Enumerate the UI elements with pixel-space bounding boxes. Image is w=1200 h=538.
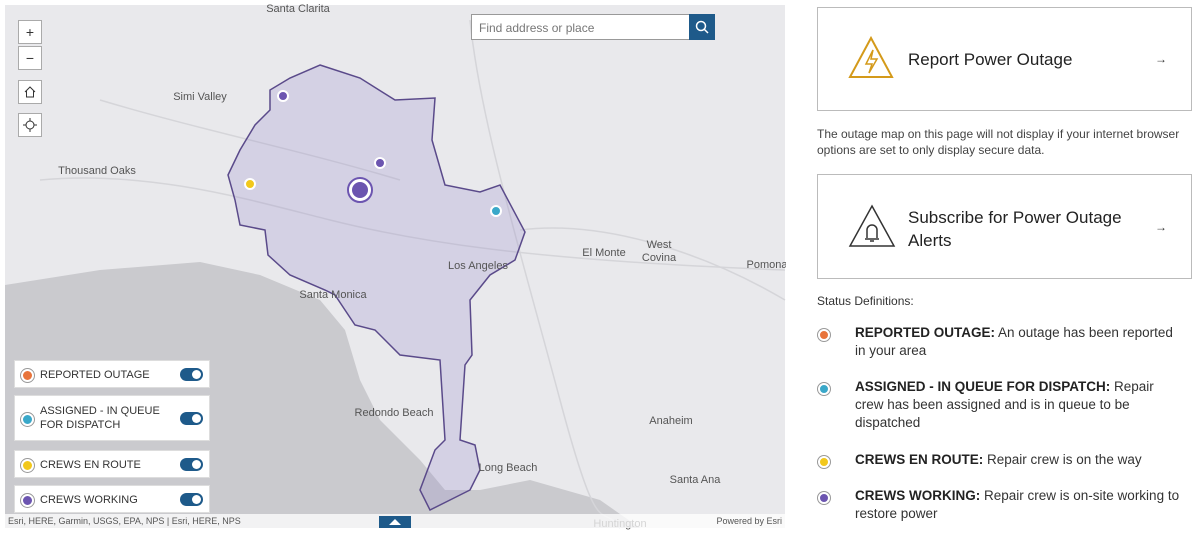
place-label: Thousand Oaks xyxy=(58,165,136,177)
place-label: Los Angeles xyxy=(448,260,508,272)
place-label: Santa Clarita xyxy=(266,3,330,15)
legend-dot xyxy=(21,413,34,426)
definition-text: Repair crew is on-site working to restor… xyxy=(855,488,1180,521)
legend-label: CREWS EN ROUTE xyxy=(40,459,141,471)
subscribe-arrow: → xyxy=(1155,220,1167,234)
legend-item[interactable]: CREWS EN ROUTE xyxy=(14,450,210,478)
definition-text: Repair crew is on the way xyxy=(987,452,1142,467)
definition-text: An outage has been reported in your area xyxy=(855,325,1173,358)
toggle[interactable] xyxy=(180,368,203,381)
place-label: Santa Monica xyxy=(299,289,367,301)
definition: CREWS EN ROUTE: Repair crew is on the wa… xyxy=(855,451,1185,469)
toggle[interactable] xyxy=(180,493,203,506)
status-heading: Status Definitions: xyxy=(817,294,914,308)
definition-text: Repair crew has been assigned and is in … xyxy=(855,379,1154,430)
home-button[interactable] xyxy=(18,80,42,104)
zoom-out[interactable]: − xyxy=(18,46,42,70)
zoom-in[interactable]: + xyxy=(18,20,42,44)
place-label: Anaheim xyxy=(649,415,692,427)
place-label: West xyxy=(647,239,672,251)
report-arrow: → xyxy=(1155,52,1167,66)
report-title: Report Power Outage xyxy=(908,50,1073,69)
legend-dot xyxy=(21,494,34,507)
legend-label: REPORTED OUTAGE xyxy=(40,369,150,381)
locate-button[interactable] xyxy=(18,113,42,137)
legend-dot xyxy=(21,369,34,382)
toggle[interactable] xyxy=(180,412,203,425)
place-label: Redondo Beach xyxy=(355,407,434,419)
place-label: El Monte xyxy=(582,247,625,259)
legend-item[interactable]: REPORTED OUTAGE xyxy=(14,360,210,388)
search-input[interactable]: Find address or place xyxy=(471,14,690,40)
definition: ASSIGNED - IN QUEUE FOR DISPATCH: Repair… xyxy=(855,378,1185,432)
powered-by: Powered by Esri xyxy=(716,516,782,526)
definition-term: REPORTED OUTAGE: xyxy=(855,325,996,340)
legend-dot xyxy=(21,459,34,472)
note: The outage map on this page will not dis… xyxy=(817,127,1180,157)
status-dot xyxy=(818,329,830,341)
place-label: Long Beach xyxy=(479,462,538,474)
legend-item[interactable]: ASSIGNED - IN QUEUE FOR DISPATCH xyxy=(14,395,210,441)
definition-term: CREWS WORKING: xyxy=(855,488,981,503)
subscribe-title: Subscribe for Power Outage Alerts xyxy=(908,208,1122,250)
legend-label: ASSIGNED - IN QUEUE FOR DISPATCH xyxy=(40,405,160,431)
subscribe-card[interactable]: Subscribe for Power Outage Alerts → xyxy=(817,174,1192,279)
place-label: Pomona xyxy=(747,259,786,271)
definition: REPORTED OUTAGE: An outage has been repo… xyxy=(855,324,1185,360)
status-dot xyxy=(818,456,830,468)
status-dot xyxy=(818,383,830,395)
status-dot xyxy=(818,492,830,504)
search-button[interactable] xyxy=(689,14,715,40)
place-label: Santa Ana xyxy=(670,474,722,486)
definition-term: CREWS EN ROUTE: xyxy=(855,452,984,467)
legend-label: CREWS WORKING xyxy=(40,494,138,506)
legend-item[interactable]: CREWS WORKING xyxy=(14,485,210,513)
attribution: Esri, HERE, Garmin, USGS, EPA, NPS | Esr… xyxy=(8,516,241,526)
toggle[interactable] xyxy=(180,458,203,471)
report-card[interactable]: Report Power Outage → xyxy=(817,7,1192,111)
place-label: Covina xyxy=(642,252,677,264)
definition-term: ASSIGNED - IN QUEUE FOR DISPATCH: xyxy=(855,379,1111,394)
place-label: Simi Valley xyxy=(173,91,227,103)
definition: CREWS WORKING: Repair crew is on-site wo… xyxy=(855,487,1185,523)
